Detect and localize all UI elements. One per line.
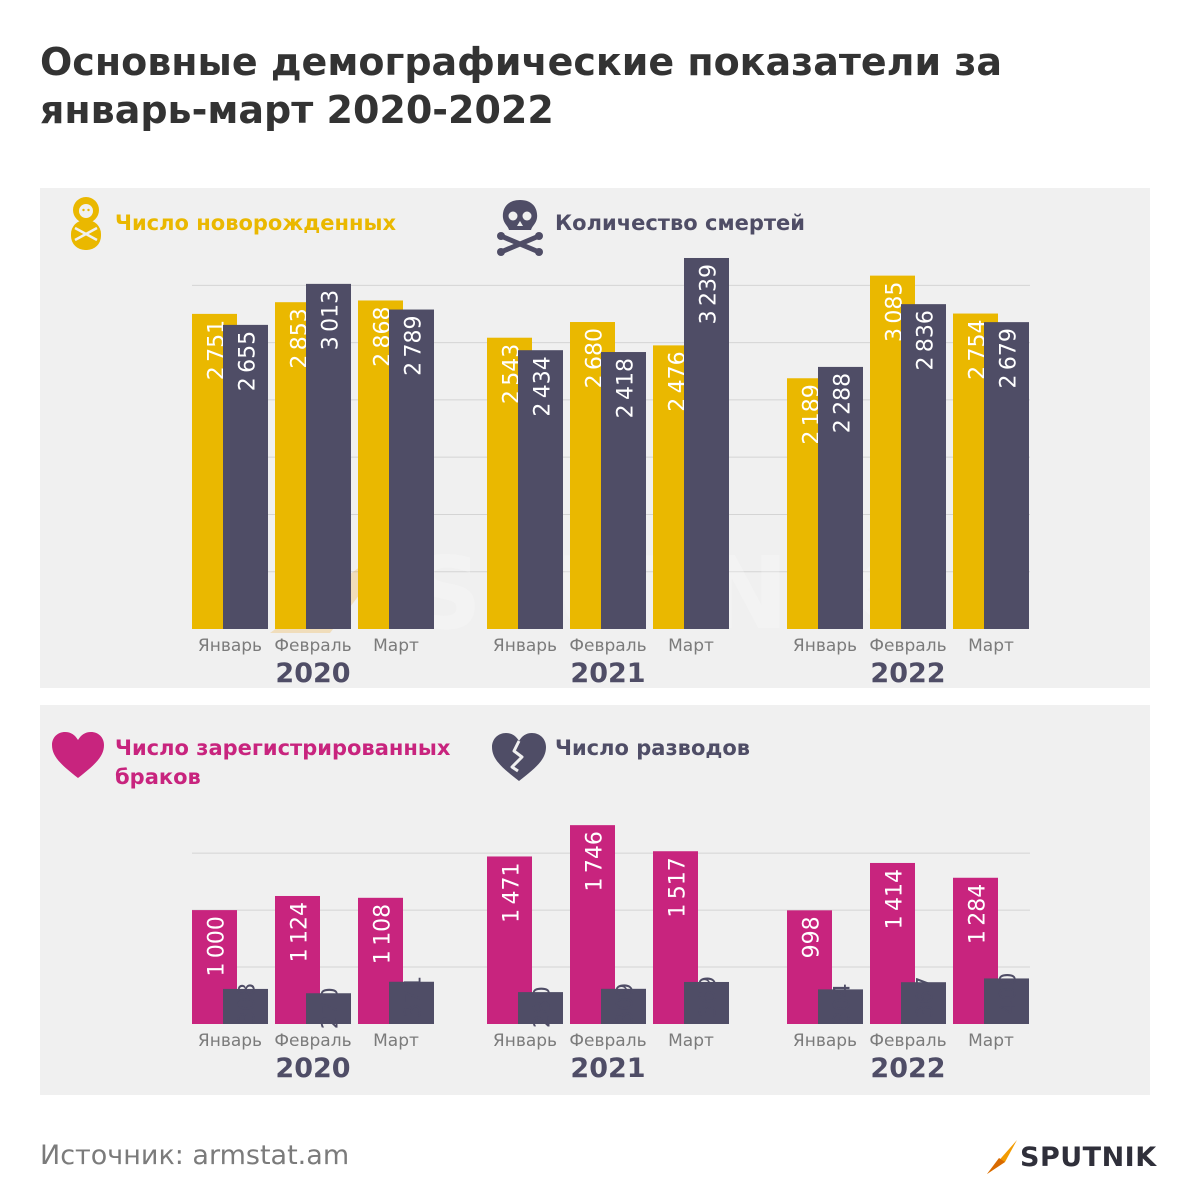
marriages-value-label: 1 108 [371, 904, 396, 964]
legend-births-label: Число новорожденных [115, 211, 397, 235]
year-label: 2020 [275, 658, 350, 688]
deaths-value-label: 2 655 [236, 331, 261, 391]
divorces-value-label: 309 [614, 983, 639, 1025]
divorces-value-label: 270 [319, 987, 344, 1029]
divorces-value-label: 371 [402, 976, 427, 1018]
sputnik-logo: SPUTNIK [985, 1138, 1165, 1178]
deaths-value-label: 2 434 [531, 356, 556, 416]
month-tick-label: Январь [198, 636, 262, 656]
marriages-value-label: 998 [800, 916, 825, 958]
month-tick-label: Март [668, 636, 714, 656]
divorces-value-label: 308 [236, 983, 261, 1025]
month-tick-label: Март [373, 1031, 419, 1051]
deaths-bar [818, 366, 863, 629]
month-tick-label: Январь [493, 636, 557, 656]
deaths-bar [901, 304, 946, 629]
month-tick-label: Январь [493, 1031, 557, 1051]
source-text: Источник: armstat.am [40, 1140, 350, 1171]
month-tick-label: Февраль [869, 636, 946, 656]
divorces-value-label: 400 [997, 972, 1022, 1014]
legend-marriages-label-line1: Число зарегистрированных [115, 736, 451, 760]
heart-icon [52, 732, 104, 778]
divorces-value-label: 304 [831, 983, 856, 1025]
deaths-value-label: 3 239 [697, 264, 722, 324]
divorces-bar [389, 981, 434, 1024]
sputnik-logo-text: SPUTNIK [1020, 1142, 1157, 1173]
year-label: 2022 [870, 1053, 945, 1084]
marriages-value-label: 1 414 [883, 869, 908, 929]
divorces-bar [818, 989, 863, 1024]
divorces-bar [518, 992, 563, 1024]
month-tick-label: Февраль [274, 1031, 351, 1051]
month-tick-label: Март [373, 636, 419, 656]
deaths-bar [518, 350, 563, 629]
page-title: Основные демографические показатели за я… [40, 40, 1003, 132]
divorces-bar [901, 982, 946, 1024]
deaths-value-label: 2 679 [997, 328, 1022, 388]
month-tick-label: Январь [198, 1031, 262, 1051]
legend-deaths-label: Количество смертей [555, 211, 806, 235]
year-label: 2022 [870, 658, 945, 688]
broken-heart-icon [492, 733, 546, 781]
deaths-bar [389, 309, 434, 629]
divorces-bar [684, 981, 729, 1024]
marriages-value-label: 1 124 [288, 902, 313, 962]
divorces-value-label: 367 [914, 976, 939, 1018]
legend-marriages-label-line2: браков [115, 765, 201, 789]
divorces-value-label: 369 [697, 976, 722, 1018]
year-label: 2021 [570, 1053, 645, 1084]
deaths-bar [984, 322, 1029, 629]
marriages-value-label: 1 284 [966, 884, 991, 944]
legend-divorces-label: Число разводов [555, 736, 751, 760]
deaths-value-label: 2 836 [914, 310, 939, 370]
month-tick-label: Март [968, 636, 1014, 656]
divorces-bar [306, 993, 351, 1024]
month-tick-label: Январь [793, 636, 857, 656]
month-tick-label: Февраль [274, 636, 351, 656]
marriages-value-label: 1 471 [500, 862, 525, 922]
month-tick-label: Март [668, 1031, 714, 1051]
year-label: 2021 [570, 658, 645, 688]
month-tick-label: Март [968, 1031, 1014, 1051]
divorces-bar [223, 988, 268, 1024]
month-tick-label: Январь [793, 1031, 857, 1051]
deaths-value-label: 2 418 [614, 358, 639, 418]
month-tick-label: Февраль [569, 1031, 646, 1051]
month-tick-label: Февраль [569, 636, 646, 656]
divorces-bar [984, 978, 1029, 1024]
deaths-value-label: 2 789 [402, 316, 427, 376]
marriages-divorces-panel: Число зарегистрированных браков Число ра… [40, 705, 1150, 1095]
marriages-value-label: 1 746 [583, 831, 608, 891]
skull-crossbones-icon [497, 200, 543, 256]
swaddled-baby-icon [71, 197, 101, 250]
deaths-bar [223, 324, 268, 629]
deaths-bar [306, 283, 351, 629]
divorces-bar [601, 988, 646, 1024]
marriages-value-label: 1 517 [666, 857, 691, 917]
divorces-value-label: 280 [531, 986, 556, 1028]
deaths-bar [601, 352, 646, 629]
month-tick-label: Февраль [869, 1031, 946, 1051]
deaths-bar [684, 257, 729, 629]
sputnik-logo-icon [987, 1140, 1017, 1174]
deaths-value-label: 2 288 [831, 373, 856, 433]
marriages-value-label: 1 000 [205, 916, 230, 976]
deaths-value-label: 3 013 [319, 290, 344, 350]
year-label: 2020 [275, 1053, 350, 1084]
births-deaths-panel: Число новорожденных Количество смертей S… [40, 188, 1150, 688]
